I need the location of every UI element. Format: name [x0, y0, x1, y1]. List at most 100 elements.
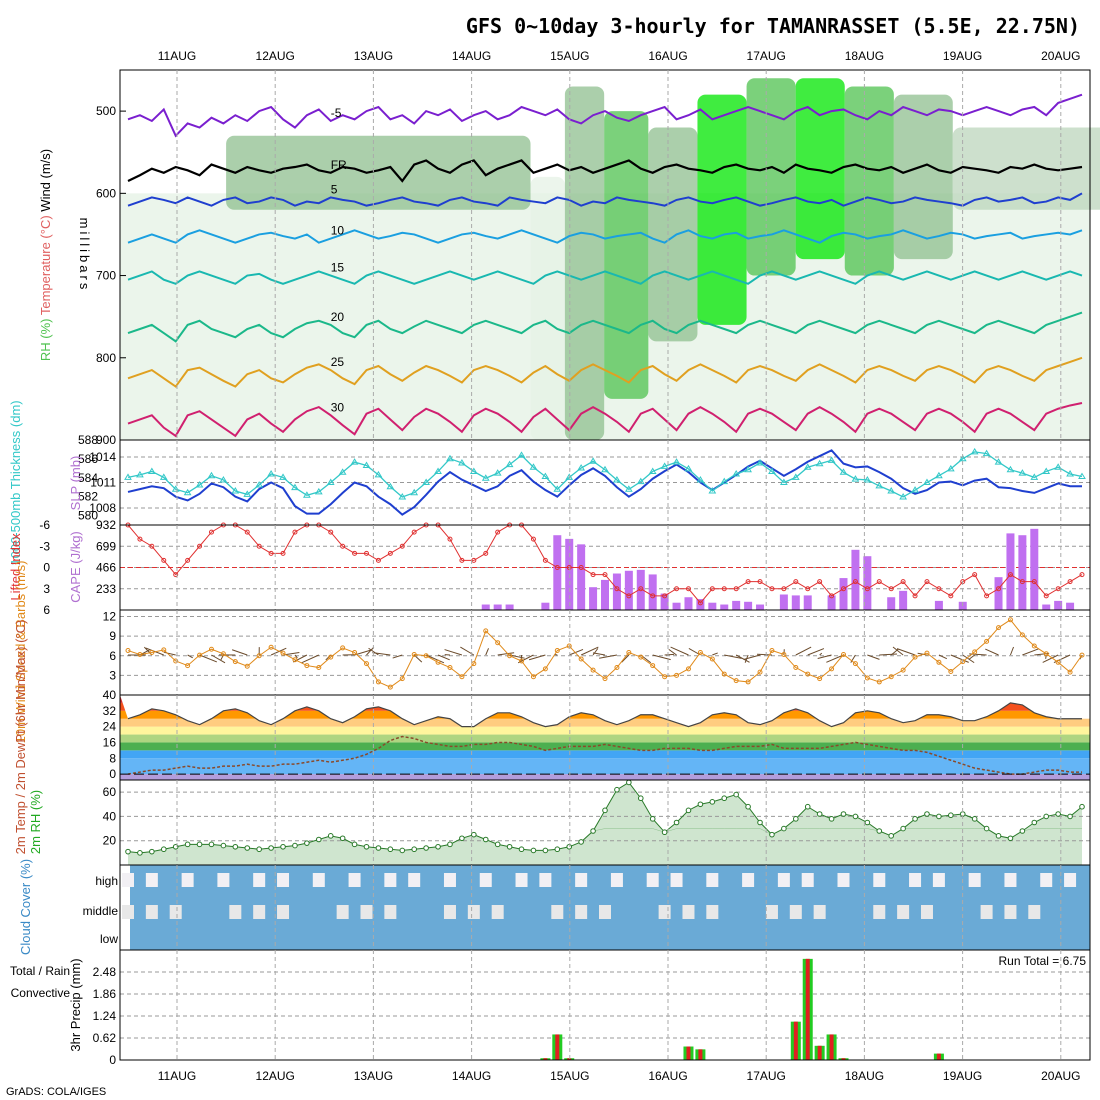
wind-speed-marker — [530, 674, 536, 680]
wind-barb — [826, 654, 844, 663]
rh-marker — [602, 807, 608, 814]
slp-marker — [756, 458, 764, 466]
rh-marker — [208, 841, 215, 848]
slp-marker — [422, 478, 431, 485]
isotherm-label: 5 — [331, 182, 338, 196]
isotherm-label: 25 — [331, 355, 345, 369]
rh-marker — [232, 843, 239, 850]
rh-cell — [530, 176, 565, 440]
wind-speed-marker — [841, 651, 846, 657]
temp-color-band — [120, 750, 1090, 759]
wind-barb — [569, 648, 584, 656]
slp-marker — [863, 475, 872, 483]
cloud-mid-gap — [360, 905, 373, 919]
day-label-top: 15AUG — [550, 49, 589, 63]
wind-speed-marker — [709, 656, 715, 662]
chart-title: GFS 0~10day 3-hourly for TAMANRASSET (5.… — [466, 14, 1080, 38]
temp-color-band — [120, 734, 1090, 743]
rh-marker — [864, 819, 871, 826]
rh-marker — [757, 819, 763, 826]
rh-cell — [952, 127, 1100, 210]
lifted-marker — [387, 550, 393, 556]
rh-marker — [745, 803, 751, 810]
wind-speed-marker — [316, 665, 322, 671]
rh-marker — [423, 845, 429, 851]
cape-bar — [481, 604, 490, 610]
slp-marker — [911, 486, 919, 493]
lifted-marker — [185, 557, 191, 563]
wind-barb — [580, 646, 599, 656]
lifted-line — [127, 524, 1083, 604]
day-label-top: 13AUG — [354, 49, 393, 63]
rh-marker — [721, 795, 728, 802]
wind-speed-marker — [232, 659, 238, 665]
lifted-marker — [662, 593, 668, 599]
wind-tick-label: 6 — [109, 649, 116, 663]
cloud-mid-gap — [467, 905, 480, 919]
rh-marker — [1055, 811, 1061, 817]
rh-cell — [746, 78, 796, 276]
isotherm--5 — [127, 93, 1083, 138]
wind-speed-marker — [745, 679, 751, 685]
wind-barb — [712, 652, 718, 656]
cloud-mid-gap — [169, 905, 182, 919]
pressure-tick-label: 500 — [96, 104, 116, 118]
lifted-marker — [530, 536, 536, 542]
lifted-marker — [447, 536, 453, 542]
cloud-high-gap — [777, 873, 790, 887]
wind-speed-marker — [733, 678, 739, 684]
slp-marker — [660, 462, 669, 469]
precip-tick-label: 1.86 — [93, 987, 117, 1001]
slp-marker — [815, 459, 824, 467]
upper-ylabel: RH (%) Temperature (°C) Wind (m/s) — [38, 149, 53, 361]
slp-marker — [279, 473, 287, 480]
thickness-tick-label: 582 — [78, 490, 98, 504]
rh-marker — [316, 836, 322, 843]
isotherm-FR — [127, 159, 1083, 183]
rh-marker — [411, 846, 418, 853]
cloud-mid-gap — [1004, 905, 1017, 919]
rh-cell — [648, 127, 698, 342]
cloud-high-gap — [646, 873, 659, 887]
wind-speed-marker — [697, 650, 703, 655]
lifted-marker — [149, 543, 155, 549]
rh-marker — [196, 841, 203, 848]
isotherm-25 — [127, 356, 1083, 388]
temp-color-band — [120, 774, 1090, 780]
wind-barb — [962, 654, 975, 664]
slp-tick-label: 1011 — [90, 476, 116, 490]
slp-marker — [851, 475, 860, 482]
cloud-high-gap — [1040, 873, 1053, 887]
wind-speed-marker — [876, 679, 882, 685]
legend-convective: Convective — [11, 986, 71, 1000]
wind-barb — [743, 654, 761, 660]
slp-marker — [1054, 463, 1063, 470]
wind-speed-marker — [1043, 651, 1049, 657]
slp-ylabel: SLP (mb) — [68, 456, 83, 511]
wind-barb — [392, 654, 403, 659]
wind-barb — [896, 648, 916, 656]
slp-marker — [589, 457, 597, 464]
rh-marker — [697, 801, 704, 808]
lifted-marker — [900, 579, 906, 585]
wind-speed-marker — [614, 665, 620, 671]
cloud-mid-gap — [599, 905, 611, 919]
wind-barb — [301, 654, 320, 664]
cloud-high-gap — [837, 873, 850, 887]
rh-marker — [518, 846, 525, 853]
cloud-mid-gap — [575, 905, 588, 919]
cloud-mid-gap — [658, 905, 671, 919]
slp-marker — [696, 475, 705, 483]
cape-bar — [624, 570, 633, 610]
rh-tick-label: 20 — [103, 834, 117, 848]
cloud-high-gap — [670, 873, 683, 887]
precip-convective-bar — [817, 1045, 822, 1060]
day-label-bottom: 14AUG — [452, 1069, 491, 1083]
lifted-marker — [328, 529, 334, 535]
slp-marker — [255, 481, 264, 488]
isotherm-30 — [127, 402, 1083, 438]
slp-marker — [136, 470, 144, 478]
wind-barb — [485, 648, 489, 656]
cloud-high-gap — [217, 873, 230, 887]
cloud-high-gap — [181, 873, 194, 887]
